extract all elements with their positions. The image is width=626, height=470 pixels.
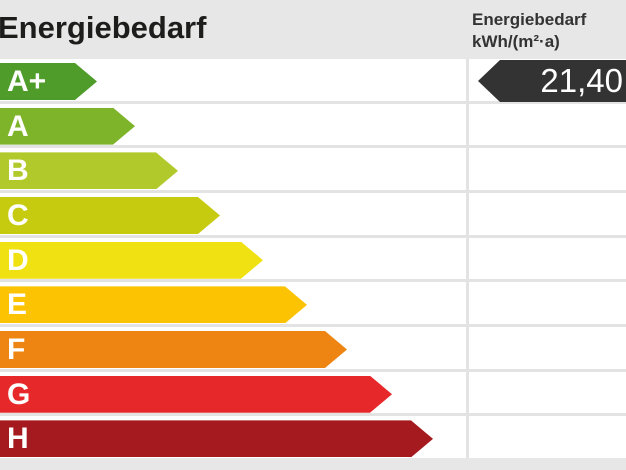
column-divider-line bbox=[466, 59, 469, 458]
scale-row-d: D bbox=[0, 238, 626, 283]
energy-class-arrow-f: F bbox=[0, 331, 347, 368]
energy-class-label: C bbox=[7, 199, 29, 233]
energy-class-arrow-a-plus: A+ bbox=[0, 63, 97, 100]
scale-row-b: B bbox=[0, 148, 626, 194]
header-band bbox=[0, 0, 626, 59]
energy-class-label: E bbox=[7, 288, 28, 322]
scale-row-c: C bbox=[0, 193, 626, 238]
scale-row-g: G bbox=[0, 372, 626, 417]
unit-label: Energiebedarf kWh/(m²·a) bbox=[472, 9, 586, 53]
energy-class-arrow-g: G bbox=[0, 376, 392, 413]
scale-row-f: F bbox=[0, 327, 626, 372]
energy-class-label: A+ bbox=[7, 65, 47, 98]
energy-class-label: A bbox=[7, 109, 29, 143]
scale-row-a-plus: A+ bbox=[0, 59, 626, 104]
energy-class-arrow-e: E bbox=[0, 286, 307, 323]
energy-class-arrow-h: H bbox=[0, 420, 433, 457]
energy-class-label: D bbox=[7, 243, 29, 277]
energy-class-label: G bbox=[7, 377, 31, 411]
unit-label-line1: Energiebedarf bbox=[472, 10, 587, 29]
unit-label-line2: kWh/(m²·a) bbox=[472, 32, 560, 51]
value-indicator-text: 21,40 bbox=[540, 62, 623, 99]
energy-class-label: F bbox=[7, 333, 26, 367]
scale-row-a: A bbox=[0, 104, 626, 149]
scale-row-e: E bbox=[0, 282, 626, 328]
value-indicator-arrow: 21,40 bbox=[478, 60, 626, 102]
scale-rows: A+ A B C D E bbox=[0, 59, 626, 458]
energy-class-arrow-d: D bbox=[0, 242, 263, 279]
energy-class-label: B bbox=[7, 154, 29, 188]
energy-class-label: H bbox=[7, 422, 29, 456]
footer-band bbox=[0, 458, 626, 470]
energy-class-arrow-b: B bbox=[0, 152, 178, 189]
energy-class-arrow-c: C bbox=[0, 197, 220, 234]
energy-class-arrow-a: A bbox=[0, 108, 135, 145]
scale-row-h: H bbox=[0, 416, 626, 458]
page-title: Energiebedarf bbox=[0, 10, 207, 45]
